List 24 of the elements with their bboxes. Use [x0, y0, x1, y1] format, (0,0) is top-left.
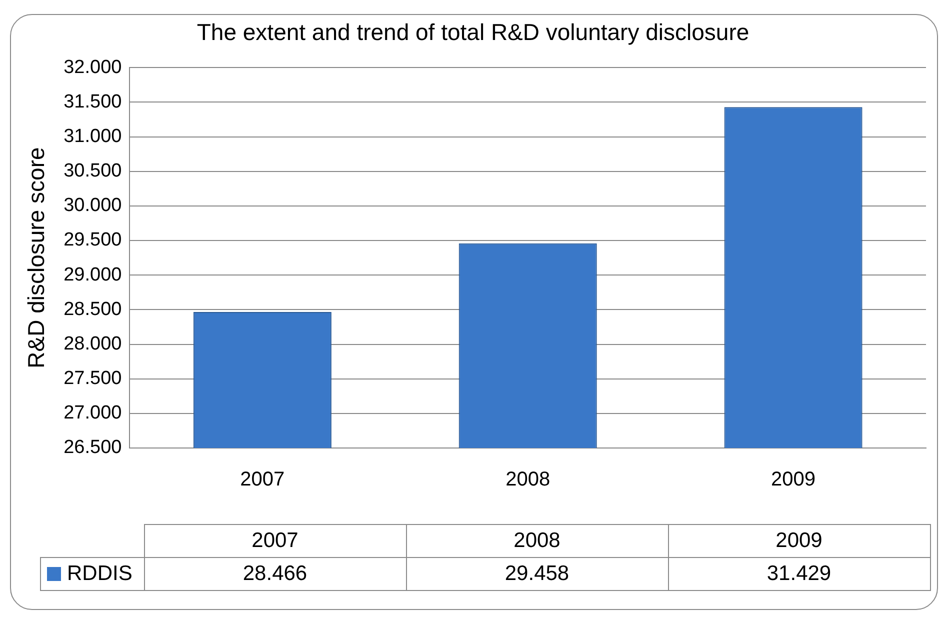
y-tick-label: 29.000 [64, 264, 122, 286]
x-tick-label: 2008 [506, 468, 550, 491]
category-label: 2007 [252, 529, 298, 552]
y-tick-label: 27.500 [64, 368, 122, 390]
data-label: 31.429 [668, 558, 930, 590]
data-label: 29.458 [406, 558, 668, 590]
y-tick-label: 31.000 [64, 126, 122, 147]
category-label: 2009 [776, 529, 822, 552]
x-tick-label: 2009 [771, 468, 816, 491]
y-tick-label: 27.000 [64, 402, 122, 424]
y-axis-title: R&D disclosure score [23, 147, 50, 368]
y-tick-label: 32.000 [64, 56, 122, 78]
y-tick-label: 29.500 [64, 230, 122, 251]
y-tick-label: 30.000 [64, 195, 122, 216]
chart-title: The extent and trend of total R&D voluntary disclosure [196, 19, 750, 46]
legend-label: RDDIS [40, 558, 144, 590]
y-tick-label: 26.500 [64, 437, 122, 458]
y-tick-label: 28.500 [64, 298, 122, 320]
category-label: 2008 [514, 529, 560, 552]
y-tick-label: 28.000 [64, 333, 122, 354]
y-tick-label: 31.500 [64, 91, 122, 112]
y-tick-label: 30.500 [64, 160, 122, 182]
data-label: 28.466 [144, 558, 406, 590]
x-tick-label: 2007 [240, 468, 285, 491]
